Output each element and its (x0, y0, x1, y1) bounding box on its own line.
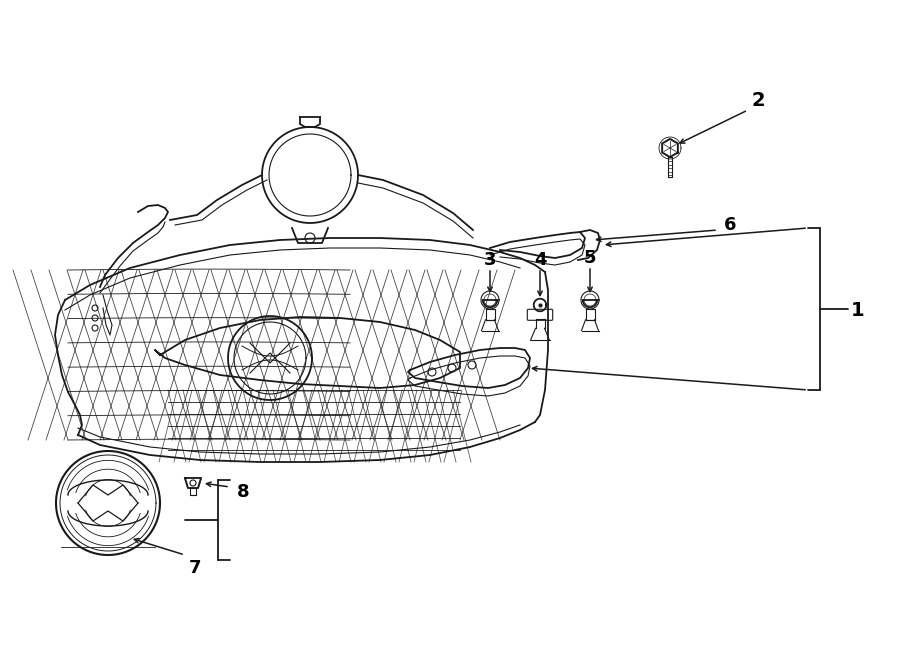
Text: 8: 8 (237, 483, 249, 501)
Text: 4: 4 (534, 251, 546, 269)
Text: 3: 3 (484, 251, 496, 269)
Polygon shape (185, 478, 201, 488)
Text: 1: 1 (851, 301, 865, 319)
Text: 7: 7 (189, 559, 202, 577)
Text: 5: 5 (584, 249, 596, 267)
Polygon shape (662, 139, 678, 157)
Text: 2: 2 (752, 91, 765, 110)
Text: 6: 6 (724, 216, 736, 234)
